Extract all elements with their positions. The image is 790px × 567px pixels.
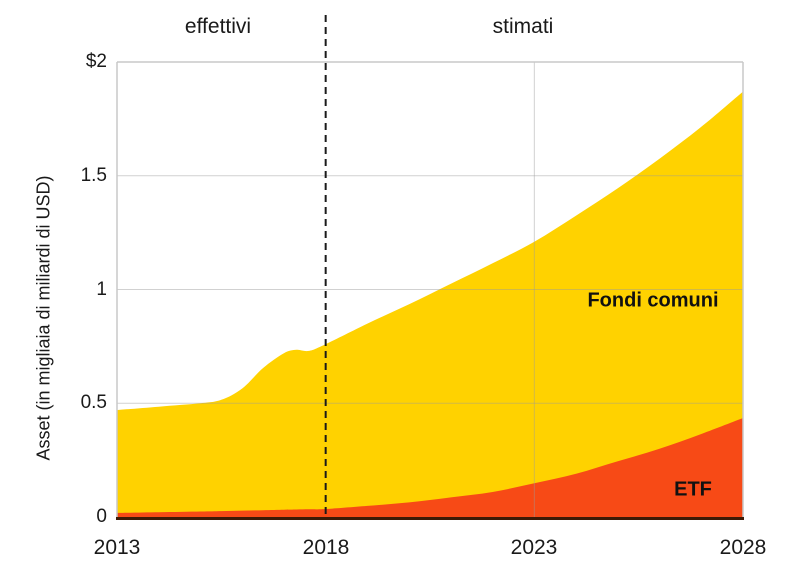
x-tick-2023: 2023 (510, 536, 558, 559)
y-tick-1: 1 (96, 279, 107, 300)
y-tick-1-5: 1.5 (80, 165, 107, 186)
series-label-fondi-comuni: Fondi comuni (587, 289, 719, 312)
y-tick-0-5: 0.5 (80, 392, 107, 413)
phase-label-actual: effettivi (184, 15, 252, 38)
x-tick-2013: 2013 (93, 536, 141, 559)
y-tick-0: 0 (96, 506, 107, 527)
y-axis-title: Asset (in migliaia di miliardi di USD) (33, 175, 54, 461)
series-label-etf: ETF (674, 478, 712, 501)
y-tick-2: $2 (85, 51, 107, 72)
x-tick-2028: 2028 (719, 536, 767, 559)
phase-label-estimated: stimati (492, 15, 554, 38)
x-tick-2018: 2018 (302, 536, 350, 559)
